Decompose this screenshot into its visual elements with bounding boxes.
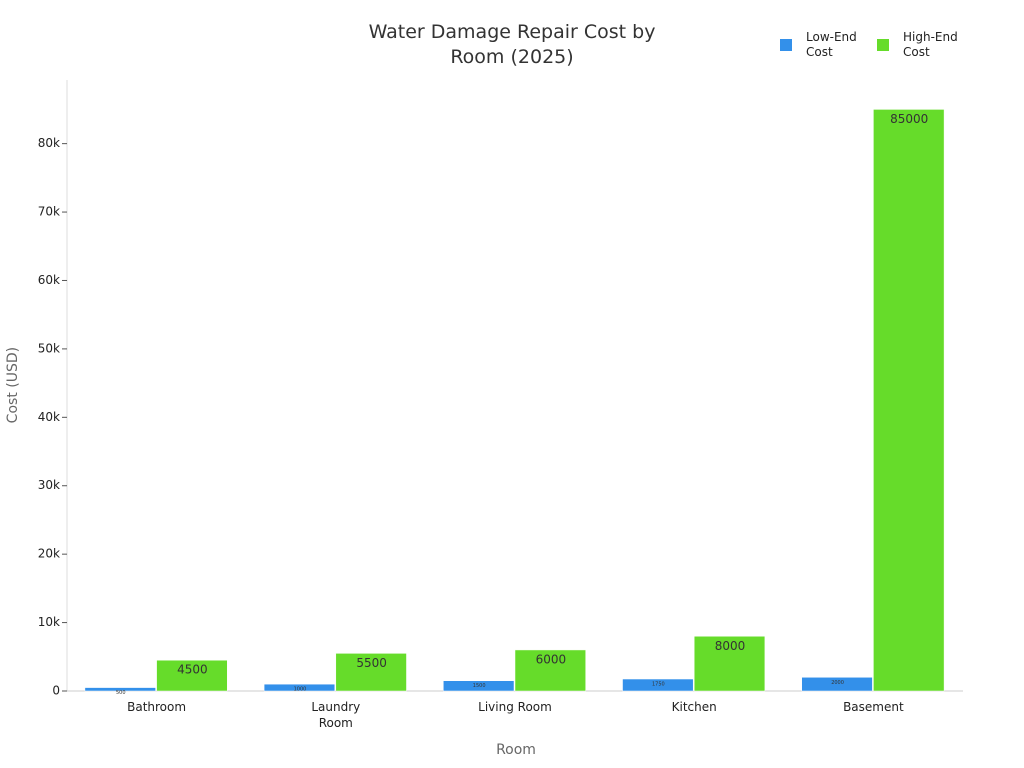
- legend-label: High-End Cost: [903, 30, 958, 59]
- bar: [84, 687, 156, 692]
- bar: [335, 653, 407, 692]
- legend-swatch: [877, 39, 889, 51]
- y-tick-label: 20k: [38, 547, 60, 561]
- data-label: 5500: [356, 656, 387, 670]
- data-label: 4500: [177, 663, 208, 677]
- data-label: 1750: [652, 682, 665, 688]
- bar: [443, 680, 515, 692]
- bar: [693, 636, 766, 692]
- y-tick-label: 60k: [38, 273, 60, 287]
- data-label: 8000: [715, 639, 746, 653]
- bar: [873, 109, 945, 692]
- bar: [514, 649, 586, 692]
- y-tick-label: 10k: [38, 615, 60, 629]
- y-tick-label: 40k: [38, 410, 60, 424]
- y-tick-label: 50k: [38, 341, 60, 355]
- bar: [263, 683, 336, 692]
- y-tick-label: 80k: [38, 136, 60, 150]
- data-label: 1000: [294, 687, 307, 693]
- x-tick-label: Basement: [843, 700, 904, 714]
- bar: [622, 678, 694, 692]
- data-label: 1500: [473, 683, 486, 689]
- x-tick-label: Kitchen: [671, 700, 717, 714]
- x-tick-label: Laundry Room: [311, 700, 361, 730]
- legend-swatch: [780, 39, 792, 51]
- y-tick-label: 70k: [38, 205, 60, 219]
- data-label: 500: [116, 690, 126, 696]
- legend-label: Low-End Cost: [806, 30, 857, 59]
- bar: [156, 659, 228, 692]
- y-tick-label: 0: [52, 684, 60, 698]
- x-tick-label: Living Room: [478, 700, 552, 714]
- data-label: 85000: [890, 112, 928, 126]
- x-tick-label: Bathroom: [127, 700, 187, 714]
- bar: [801, 677, 873, 692]
- data-label: 2000: [831, 680, 844, 686]
- x-axis-label: Room: [496, 742, 536, 758]
- data-label: 6000: [536, 652, 567, 666]
- y-axis-label: Cost (USD): [4, 346, 21, 424]
- chart-title: Water Damage Repair Cost by Room (2025): [368, 21, 656, 68]
- y-tick-label: 30k: [38, 478, 60, 492]
